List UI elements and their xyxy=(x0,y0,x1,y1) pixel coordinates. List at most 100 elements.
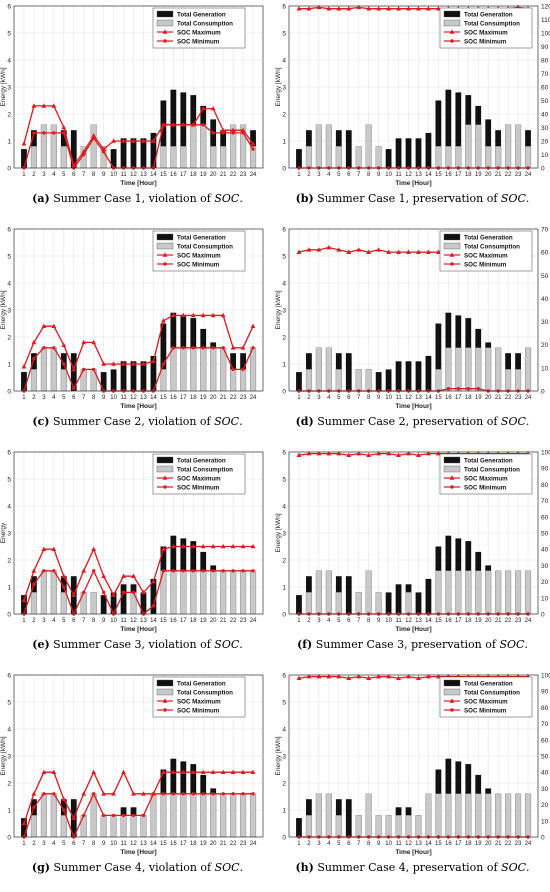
y-tick-label: 3 xyxy=(282,308,286,315)
point-soc-minimum xyxy=(241,367,245,372)
caption-emphasis: SOC xyxy=(501,861,527,874)
x-tick-label: 5 xyxy=(337,841,341,847)
x-tick-label: 6 xyxy=(347,618,351,624)
x-tick-label: 1 xyxy=(297,618,301,624)
point-soc-minimum xyxy=(151,792,156,796)
point-soc-maximum xyxy=(306,247,312,252)
point-soc-minimum xyxy=(251,792,255,796)
legend-marker-circle xyxy=(163,262,167,266)
point-soc-maximum xyxy=(71,366,77,372)
legend-label: Total Generation xyxy=(464,234,513,241)
y-tick-label: 5 xyxy=(7,700,11,707)
y2-tick-label: 100 xyxy=(541,31,550,38)
y2-tick-label: 50 xyxy=(541,98,549,105)
point-soc-maximum xyxy=(51,769,57,774)
x-tick-label: 21 xyxy=(220,841,227,847)
y-tick-label: 5 xyxy=(7,477,11,484)
caption-text: Summer Case 2, preservation of xyxy=(313,415,501,428)
bar-generation xyxy=(375,372,382,391)
bar-generation xyxy=(296,149,302,168)
point-soc-maximum xyxy=(436,6,441,11)
x-tick-label: 16 xyxy=(445,841,452,847)
y-axis-label: Energy [kWh] xyxy=(0,736,7,775)
x-axis-label: Time [Hour] xyxy=(395,180,431,187)
legend-label: SOC Minimum xyxy=(464,261,507,268)
x-tick-label: 20 xyxy=(485,618,492,624)
y-tick-label: 2 xyxy=(7,558,11,565)
bar-consumption xyxy=(335,369,342,392)
caption-label: (h) xyxy=(295,861,314,874)
bar-consumption xyxy=(455,347,462,392)
x-tick-label: 19 xyxy=(475,618,482,624)
point-soc-maximum xyxy=(141,361,146,366)
bar-consumption xyxy=(465,793,472,838)
point-soc-maximum xyxy=(111,138,116,143)
bar-consumption xyxy=(475,793,482,838)
x-tick-label: 14 xyxy=(150,395,157,401)
y2-tick-label: 50 xyxy=(541,273,549,280)
axes-frame xyxy=(13,674,264,838)
x-tick-label: 24 xyxy=(525,395,532,401)
y2-tick-label: 60 xyxy=(541,85,549,92)
point-soc-maximum xyxy=(131,573,136,578)
bar-generation xyxy=(150,132,157,168)
x-tick-label: 18 xyxy=(190,172,197,178)
x-tick-label: 6 xyxy=(72,172,76,178)
x-tick-label: 1 xyxy=(297,841,301,847)
bar-generation xyxy=(21,149,27,168)
x-tick-label: 4 xyxy=(52,172,56,178)
x-tick-label: 23 xyxy=(515,172,522,178)
x-tick-label: 24 xyxy=(525,841,532,847)
bar-consumption xyxy=(315,570,322,615)
x-tick-label: 16 xyxy=(445,395,452,401)
bar-generation xyxy=(395,584,402,614)
legend-label: Total Consumption xyxy=(177,689,233,696)
point-soc-maximum xyxy=(141,138,146,143)
bar-consumption xyxy=(445,146,452,169)
x-tick-label: 5 xyxy=(337,172,341,178)
caption-end: . xyxy=(524,638,528,651)
point-soc-maximum xyxy=(396,249,401,254)
point-soc-maximum xyxy=(416,6,421,11)
point-soc-maximum xyxy=(31,791,37,796)
bar-generation xyxy=(100,372,107,391)
y-tick-label: 0 xyxy=(282,166,286,173)
point-soc-maximum xyxy=(21,141,27,146)
legend-swatch-consumption xyxy=(443,688,461,696)
bar-generation xyxy=(120,138,127,168)
x-tick-label: 16 xyxy=(170,841,177,847)
y2-tick-label: 100 xyxy=(541,673,550,680)
bar-consumption xyxy=(170,146,177,169)
x-tick-label: 20 xyxy=(485,841,492,847)
legend-marker-triangle xyxy=(449,252,455,257)
point-soc-maximum xyxy=(306,451,312,456)
x-tick-label: 14 xyxy=(150,172,157,178)
y-tick-label: 0 xyxy=(7,835,11,842)
x-tick-label: 9 xyxy=(102,395,106,401)
point-soc-maximum xyxy=(386,249,391,254)
bar-consumption xyxy=(355,146,362,169)
x-tick-label: 11 xyxy=(395,172,402,178)
x-tick-label: 1 xyxy=(22,395,26,401)
y-axis-label: Energy [kWh] xyxy=(275,736,282,775)
legend-label: SOC Minimum xyxy=(177,484,220,491)
x-tick-label: 8 xyxy=(92,618,96,624)
point-soc-minimum xyxy=(181,569,186,573)
bar-consumption xyxy=(335,592,342,615)
bar-consumption xyxy=(325,570,332,615)
x-tick-label: 17 xyxy=(455,395,462,401)
point-soc-maximum xyxy=(161,769,166,774)
x-tick-label: 12 xyxy=(130,618,137,624)
point-soc-maximum xyxy=(426,451,431,456)
y-tick-label: 5 xyxy=(282,700,286,707)
x-tick-label: 13 xyxy=(140,172,147,178)
point-soc-minimum xyxy=(52,131,56,135)
caption-text: Summer Case 4, violation of xyxy=(50,861,215,874)
point-soc-maximum xyxy=(210,312,216,318)
x-tick-label: 1 xyxy=(297,172,301,178)
y-tick-label: 0 xyxy=(282,835,286,842)
x-tick-label: 15 xyxy=(435,618,442,624)
chart-svg-b: 01234560102030405060708090100110120ESS [… xyxy=(275,4,550,188)
x-tick-label: 8 xyxy=(367,618,371,624)
caption-text: Summer Case 1, preservation of xyxy=(313,192,501,205)
